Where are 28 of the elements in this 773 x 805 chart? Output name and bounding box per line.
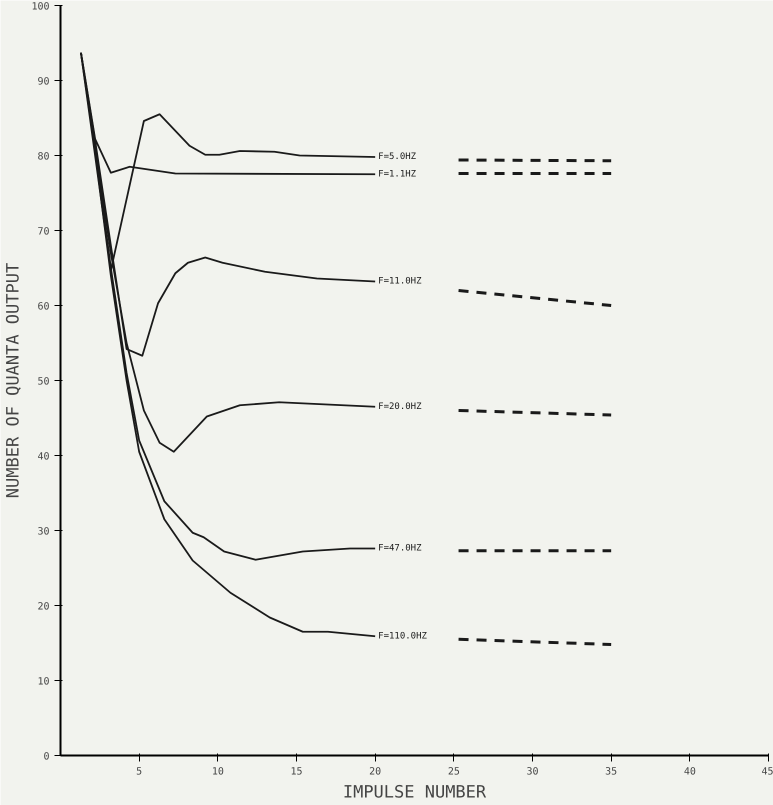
series-label: F=11.0HZ bbox=[378, 276, 422, 286]
y-tick-label: 20 bbox=[37, 602, 50, 612]
series-label: F=47.0HZ bbox=[378, 544, 422, 554]
x-axis-title: IMPULSE NUMBER bbox=[342, 782, 487, 802]
x-tick-label: 25 bbox=[448, 766, 460, 778]
x-tick-label: 5 bbox=[136, 766, 142, 778]
series-label: F=5.0HZ bbox=[378, 152, 417, 162]
x-tick-label: 20 bbox=[369, 766, 382, 778]
y-tick-label: 30 bbox=[37, 526, 50, 538]
x-tick-label: 35 bbox=[605, 766, 618, 778]
y-tick-label: 60 bbox=[37, 302, 50, 312]
x-tick-label: 15 bbox=[290, 766, 303, 778]
y-axis-title: NUMBER OF QUANTA OUTPUT bbox=[3, 262, 24, 498]
series-label: F=110.0HZ bbox=[378, 631, 428, 642]
y-tick-label: 40 bbox=[37, 452, 50, 462]
series-label: F=20.0HZ bbox=[378, 402, 422, 412]
x-tick-label: 40 bbox=[684, 766, 696, 778]
x-tick-label: 45 bbox=[761, 766, 773, 778]
y-tick-label: 10 bbox=[37, 676, 50, 688]
x-tick-label: 10 bbox=[212, 766, 224, 778]
y-tick-label: 80 bbox=[37, 152, 50, 162]
series-label: F=1.1HZ bbox=[378, 169, 417, 180]
y-tick-label: 70 bbox=[37, 226, 50, 238]
y-tick-label: 100 bbox=[31, 2, 50, 12]
y-tick-label: 90 bbox=[37, 76, 50, 88]
y-tick-label: 50 bbox=[37, 376, 50, 388]
x-tick-label: 30 bbox=[526, 766, 539, 778]
y-tick-label: 0 bbox=[43, 752, 50, 762]
